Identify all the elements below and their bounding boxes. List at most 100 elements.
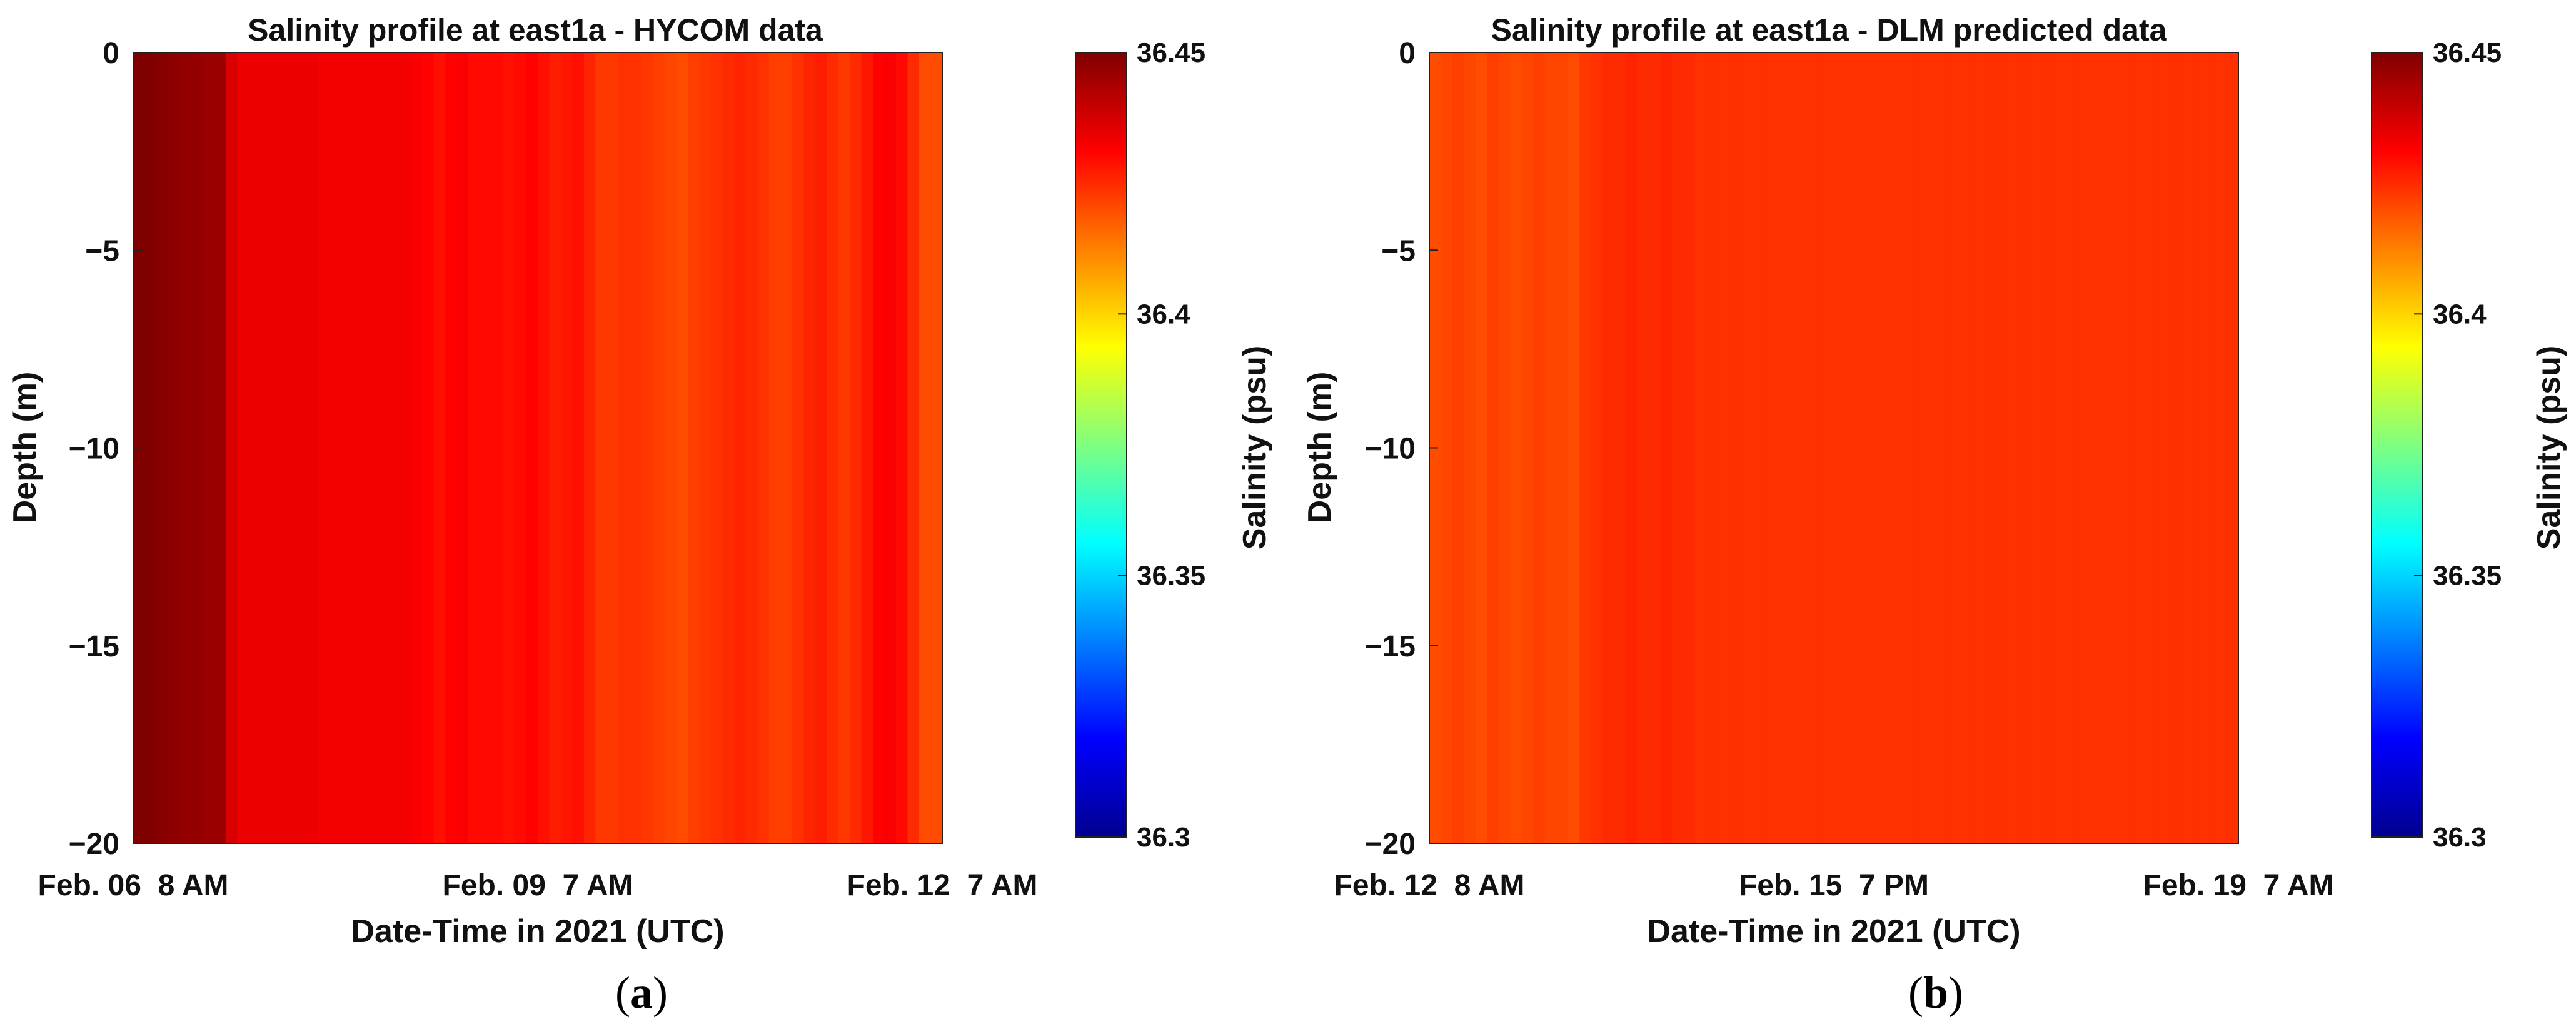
panel-a: Salinity profile at east1a - HYCOM data … xyxy=(7,13,1273,1018)
panel-b-heatmap-column xyxy=(2007,53,2020,843)
panel-b-title: Salinity profile at east1a - DLM predict… xyxy=(1491,13,2168,48)
panel-a-heatmap-column xyxy=(873,53,885,843)
panel-a-heatmap-column xyxy=(433,53,446,843)
panel-b-x-tick: Feb. 19 7 AM xyxy=(2143,869,2334,902)
panel-b-heatmap-column xyxy=(1764,53,1777,843)
panel-b-heatmap-column xyxy=(1729,53,1742,843)
panel-a-heatmap-column xyxy=(179,53,192,843)
panel-b-sub-label: (b) xyxy=(1908,968,1963,1018)
panel-a-y-axis-label: Depth (m) xyxy=(7,372,43,524)
panel-a-heatmap-column xyxy=(410,53,423,843)
panel-b-colorbar-tick-label: 36.4 xyxy=(2433,299,2487,329)
panel-b-heatmap-column xyxy=(2146,53,2158,843)
panel-b-heatmap-column xyxy=(2088,53,2100,843)
panel-a-heatmap-column xyxy=(422,53,435,843)
panel-b-heatmap-column xyxy=(2111,53,2123,843)
panel-b-y-axis: 0 −5 −10 −15 −20 Depth (m) xyxy=(1302,37,1438,861)
panel-b-heatmap-column xyxy=(1452,53,1465,843)
panel-b-colorbar-tick-label: 36.35 xyxy=(2433,561,2502,591)
panel-b-heatmap-column xyxy=(1822,53,1834,843)
panel-b-heatmap-column xyxy=(1995,53,2008,843)
panel-a-heatmap-column xyxy=(341,53,354,843)
panel-a-heatmap-column xyxy=(168,53,180,843)
panel-a-colorbar-label: Salinity (psu) xyxy=(1237,346,1273,550)
panel-b-heatmap-column xyxy=(2226,53,2239,843)
panel-b-heatmap-column xyxy=(1776,53,1788,843)
panel-a-heatmap-column xyxy=(456,53,469,843)
panel-b-heatmap-column xyxy=(2215,53,2228,843)
panel-b-heatmap-column xyxy=(2053,53,2066,843)
panel-b-heatmap-column xyxy=(1845,53,1858,843)
panel-b-y-tick-label: −10 xyxy=(1365,433,1416,466)
panel-b-heatmap-column xyxy=(1672,53,1684,843)
panel-a-x-axis: Feb. 06 8 AM Feb. 09 7 AM Feb. 12 7 AM D… xyxy=(38,869,1038,950)
panel-b-heatmap-column xyxy=(1683,53,1696,843)
panel-a-heatmap-column xyxy=(907,53,920,843)
panel-b-colorbar-label: Salinity (psu) xyxy=(2531,346,2567,550)
panel-a-heatmap-column xyxy=(225,53,238,843)
panel-b-heatmap-column xyxy=(1475,53,1488,843)
panel-a-heatmap-column xyxy=(144,53,157,843)
panel-a-heatmap-column xyxy=(353,53,365,843)
panel-a-heatmap-column xyxy=(330,53,342,843)
panel-b-heatmap-column xyxy=(2041,53,2055,843)
panel-a-heatmap-column xyxy=(503,53,515,843)
panel-b-heatmap-column xyxy=(1626,53,1638,843)
panel-b-heatmap-column xyxy=(2100,53,2112,843)
panel-a-heatmap-column xyxy=(653,53,666,843)
panel-a-heatmap-column xyxy=(768,53,781,843)
panel-a-title: Salinity profile at east1a - HYCOM data xyxy=(248,13,823,48)
panel-a-heatmap-column xyxy=(676,53,689,843)
panel-a-heatmap-column xyxy=(306,53,319,843)
panel-a-y-tick-label: −10 xyxy=(69,433,119,466)
panel-a-colorbar-tick-label: 36.3 xyxy=(1137,822,1190,853)
panel-a-heatmap-column xyxy=(606,53,620,843)
panel-b-heatmap-column xyxy=(1834,53,1846,843)
panel-b-heatmap-column xyxy=(1544,53,1557,843)
panel-b-heatmap-column xyxy=(2065,53,2077,843)
panel-a-heatmap-column xyxy=(734,53,747,843)
panel-a-y-tick-label: 0 xyxy=(103,37,119,70)
panel-a-heatmap-column xyxy=(757,53,770,843)
panel-a-heatmap-column xyxy=(815,53,827,843)
panel-b-y-tick-label: −15 xyxy=(1365,630,1416,663)
panel-a-heatmap-column xyxy=(318,53,331,843)
panel-b-y-tick-label: −5 xyxy=(1381,234,1416,268)
panel-a-colorbar-tick-label: 36.35 xyxy=(1137,561,1205,591)
panel-b-heatmap-column xyxy=(1926,53,1939,843)
panel-a-heatmap-column xyxy=(896,53,908,843)
panel-a-heatmap-column xyxy=(595,53,608,843)
panel-a-x-axis-label: Date-Time in 2021 (UTC) xyxy=(351,913,724,950)
panel-b-y-tick-label: −20 xyxy=(1365,828,1416,861)
panel-a-heatmap-column xyxy=(480,53,492,843)
panel-a-sub-label: (a) xyxy=(615,968,668,1018)
panel-b-heatmap-column xyxy=(1464,53,1476,843)
panel-b-colorbar-tick-label: 36.3 xyxy=(2433,822,2487,853)
panel-a-y-tick-label: −5 xyxy=(85,234,119,268)
panel-b-heatmap-column xyxy=(1602,53,1615,843)
panel-b-colorbar-tick-label: 36.45 xyxy=(2433,38,2502,68)
panel-b-heatmap-column xyxy=(2169,53,2181,843)
panel-a-heatmap-column xyxy=(214,53,226,843)
panel-a-colorbar-tick-label: 36.4 xyxy=(1137,299,1190,329)
panel-a-colorbar: 36.45 36.4 36.35 36.3 Salinity (psu) xyxy=(1075,38,1273,853)
panel-b-heatmap xyxy=(1429,53,2239,843)
panel-a-heatmap-column xyxy=(560,53,573,843)
panel-a-heatmap-column xyxy=(699,53,712,843)
panel-a-x-tick: Feb. 09 7 AM xyxy=(443,869,633,902)
panel-a-heatmap-column xyxy=(792,53,804,843)
panel-b: Salinity profile at east1a - DLM predict… xyxy=(1302,13,2567,1018)
panel-a-heatmap-column xyxy=(156,53,169,843)
panel-a-heatmap-column xyxy=(364,53,376,843)
panel-b-x-axis: Feb. 12 8 AM Feb. 15 7 PM Feb. 19 7 AM D… xyxy=(1334,869,2334,950)
panel-a-colorbar-tick-label: 36.45 xyxy=(1137,38,1205,68)
panel-a-x-tick: Feb. 12 7 AM xyxy=(847,869,1038,902)
panel-a-heatmap-column xyxy=(237,53,249,843)
panel-b-heatmap-column xyxy=(2203,53,2216,843)
panel-b-heatmap-column xyxy=(1556,53,1569,843)
panel-b-heatmap-column xyxy=(1649,53,1661,843)
panel-a-y-axis: 0 −5 −10 −15 −20 Depth (m) xyxy=(7,37,142,861)
panel-b-heatmap-column xyxy=(1695,53,1708,843)
panel-b-heatmap-column xyxy=(1637,53,1650,843)
panel-b-heatmap-column xyxy=(1938,53,1950,843)
